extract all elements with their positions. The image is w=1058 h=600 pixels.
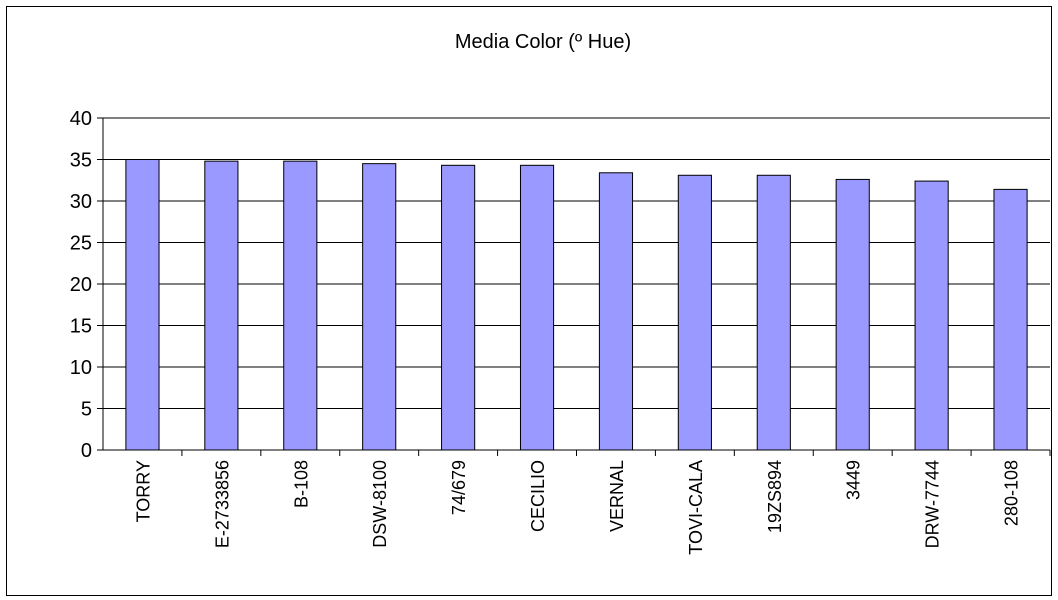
y-tick-label: 10 bbox=[70, 357, 92, 379]
y-tick-label: 25 bbox=[70, 233, 92, 255]
bar bbox=[598, 172, 634, 451]
y-tick-labels: 0 5 10 15 20 25 30 35 40 bbox=[70, 108, 92, 462]
x-tick-label: 19ZS894 bbox=[765, 460, 785, 533]
bar bbox=[441, 164, 476, 451]
bar bbox=[283, 160, 318, 451]
bar bbox=[677, 174, 712, 451]
y-tick-label: 20 bbox=[70, 274, 92, 296]
x-tick-label: 280-108 bbox=[1002, 460, 1022, 526]
y-tick-label: 35 bbox=[70, 150, 92, 172]
y-tick-label: 40 bbox=[70, 108, 92, 130]
x-tick-label: VERNAL bbox=[607, 460, 627, 532]
x-tick-label: DSW-8100 bbox=[370, 460, 390, 548]
x-tick-label: 74/679 bbox=[449, 460, 469, 515]
x-tick-label: CECILIO bbox=[528, 460, 548, 532]
bar bbox=[125, 159, 160, 451]
bar bbox=[756, 174, 791, 451]
x-tick-label: E-2733856 bbox=[212, 460, 232, 548]
x-tick-label: B-108 bbox=[291, 460, 311, 508]
bar bbox=[914, 180, 949, 451]
y-tick-label: 30 bbox=[70, 191, 92, 213]
y-tick-label: 0 bbox=[81, 440, 92, 462]
bar bbox=[362, 163, 397, 451]
bar bbox=[519, 164, 555, 451]
bars bbox=[125, 159, 1028, 451]
axes bbox=[97, 117, 1051, 456]
x-tick-label: TOVI-CALA bbox=[686, 460, 706, 555]
y-tick-label: 15 bbox=[70, 316, 92, 338]
x-tick-label: 3449 bbox=[844, 460, 864, 500]
chart-title: Media Color (º Hue) bbox=[455, 31, 631, 53]
y-tick-label: 5 bbox=[81, 399, 92, 421]
x-tick-labels: TORRY E-2733856 B-108 DSW-8100 74/679 CECILIO… bbox=[133, 460, 1021, 555]
gridlines bbox=[103, 117, 1050, 409]
bar bbox=[835, 178, 870, 451]
bar bbox=[204, 160, 239, 451]
x-tick-label: TORRY bbox=[133, 460, 153, 522]
bar bbox=[993, 188, 1028, 451]
x-tick-label: DRW-7744 bbox=[923, 460, 943, 548]
